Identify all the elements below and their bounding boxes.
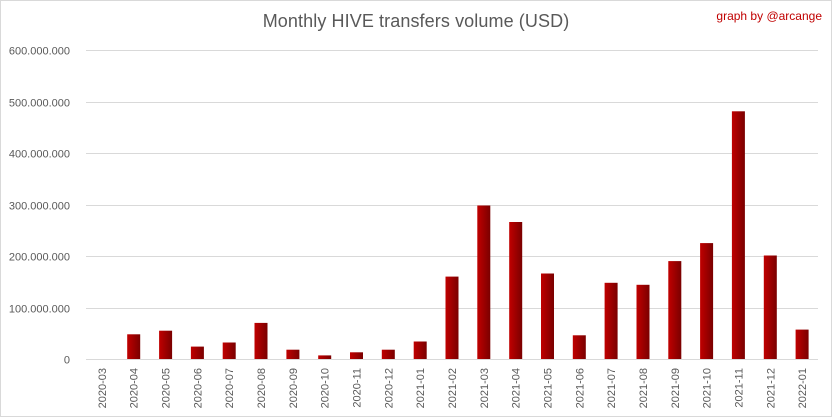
- x-tick-label: 2020-03: [97, 368, 109, 408]
- bar-2020-07: [222, 342, 236, 359]
- x-tick-label: 2021-06: [574, 368, 586, 408]
- x-tick-label: 2020-06: [192, 368, 204, 408]
- bar-2020-04: [127, 334, 141, 359]
- bar-2021-03: [477, 205, 491, 359]
- bar-2020-06: [190, 346, 204, 359]
- bar-2021-11: [731, 111, 745, 359]
- x-tick-label: 2021-07: [606, 368, 618, 408]
- x-tick-label: 2020-05: [161, 368, 173, 408]
- x-axis-ticks: 2020-03 2020-04 2020-05 2020-06 2020-07 2020-…: [97, 368, 809, 408]
- y-tick-label: 600.000.000: [9, 46, 70, 58]
- y-tick-label: 400.000.000: [9, 149, 70, 161]
- bar-2021-07: [604, 282, 618, 359]
- bar-2020-08: [254, 322, 268, 359]
- bar-2020-09: [286, 349, 300, 359]
- x-tick-label: 2020-04: [129, 368, 141, 408]
- bar-2021-02: [445, 276, 459, 359]
- bar-2021-09: [668, 261, 682, 359]
- bar-2021-04: [509, 222, 523, 359]
- bar-2020-05: [159, 330, 173, 359]
- x-tick-label: 2020-07: [224, 368, 236, 408]
- x-tick-label: 2021-02: [447, 368, 459, 408]
- bar-2020-11: [350, 352, 363, 359]
- chart-title: Monthly HIVE transfers volume (USD): [262, 11, 570, 31]
- bar-2022-01: [795, 329, 809, 359]
- x-tick-label: 2020-12: [383, 368, 395, 408]
- y-tick-label: 500.000.000: [9, 98, 70, 110]
- y-tick-label: 100.000.000: [9, 304, 70, 316]
- x-tick-label: 2021-11: [733, 368, 745, 408]
- credit-label: graph by @arcange: [716, 9, 822, 23]
- x-tick-label: 2021-01: [415, 368, 427, 408]
- bar-2020-10: [318, 355, 332, 359]
- bar-2021-01: [413, 341, 427, 359]
- y-tick-label: 300.000.000: [9, 201, 70, 213]
- bar-2020-12: [381, 349, 395, 359]
- x-tick-label: 2021-09: [670, 368, 682, 408]
- gridlines: [86, 50, 818, 360]
- x-tick-label: 2021-05: [543, 368, 555, 408]
- x-tick-label: 2021-10: [702, 368, 714, 408]
- x-tick-label: 2021-03: [479, 368, 491, 408]
- bar-2021-06: [572, 335, 586, 359]
- bar-2021-12: [763, 255, 777, 359]
- bar-2021-10: [700, 243, 714, 359]
- x-tick-label: 2021-08: [638, 368, 650, 408]
- bar-2021-05: [541, 273, 554, 359]
- x-tick-label: 2020-10: [320, 368, 332, 408]
- y-tick-label: 200.000.000: [9, 252, 70, 264]
- y-tick-label: 0: [64, 355, 70, 367]
- x-tick-label: 2021-12: [765, 368, 777, 408]
- x-tick-label: 2020-09: [288, 368, 300, 408]
- x-tick-label: 2020-08: [256, 368, 268, 408]
- y-axis-ticks: 0 100.000.000 200.000.000 300.000.000 400.00…: [9, 46, 70, 367]
- x-tick-label: 2021-04: [511, 368, 523, 408]
- bars: [127, 111, 809, 359]
- x-tick-label: 2022-01: [797, 368, 809, 408]
- x-tick-label: 2020-11: [352, 368, 364, 408]
- bar-2021-08: [636, 284, 650, 359]
